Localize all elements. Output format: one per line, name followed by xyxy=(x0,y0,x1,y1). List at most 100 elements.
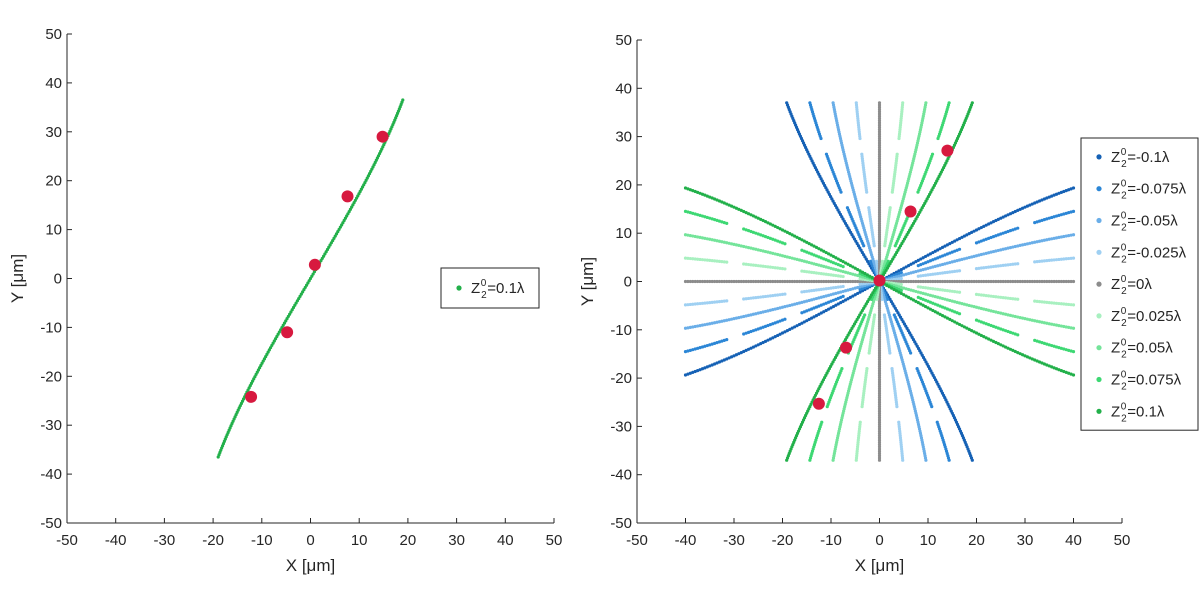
data-point xyxy=(797,258,802,262)
data-point xyxy=(846,279,850,284)
data-point xyxy=(725,241,729,245)
data-point xyxy=(1035,359,1039,363)
data-point xyxy=(688,371,692,375)
data-point xyxy=(739,350,743,355)
data-point xyxy=(877,237,882,241)
data-point xyxy=(1052,323,1056,327)
data-point xyxy=(1006,329,1010,334)
data-point xyxy=(725,357,729,361)
data-point xyxy=(974,318,979,322)
y-tick-label: 40 xyxy=(45,75,62,92)
data-point xyxy=(977,319,981,323)
data-point xyxy=(923,298,928,302)
data-point xyxy=(877,253,882,257)
data-point xyxy=(877,226,882,230)
data-point xyxy=(846,288,850,292)
data-point xyxy=(693,369,697,374)
data-point xyxy=(824,279,828,284)
data-point xyxy=(974,292,979,296)
data-point xyxy=(1037,219,1042,223)
data-point xyxy=(1040,198,1044,202)
data-point xyxy=(902,266,906,270)
data-point xyxy=(759,295,763,299)
legend-item: Z20=-0.05λ xyxy=(1096,211,1178,234)
data-point xyxy=(795,235,799,239)
data-point xyxy=(812,262,816,266)
highlight-marker xyxy=(840,341,853,354)
data-point xyxy=(931,272,935,276)
data-point xyxy=(919,263,923,267)
y-tick-label: 50 xyxy=(615,32,632,49)
data-point xyxy=(1018,352,1022,356)
data-point xyxy=(705,322,709,326)
data-point xyxy=(911,289,916,293)
data-point xyxy=(902,286,906,290)
highlight-marker xyxy=(341,190,354,203)
data-point xyxy=(877,335,882,339)
data-point xyxy=(785,279,789,284)
x-tick-label: -40 xyxy=(105,532,127,549)
legend-swatch xyxy=(1096,408,1102,414)
data-point xyxy=(938,288,942,292)
data-point xyxy=(1033,260,1037,264)
data-point xyxy=(877,337,882,342)
data-point xyxy=(943,306,947,310)
data-point xyxy=(826,293,831,297)
data-point xyxy=(700,236,705,240)
data-point xyxy=(877,112,882,116)
data-point xyxy=(1042,238,1046,242)
legend-swatch xyxy=(1096,281,1102,287)
data-point xyxy=(836,296,840,300)
data-point xyxy=(874,259,879,263)
data-point xyxy=(749,246,753,250)
data-point xyxy=(824,250,828,255)
data-point xyxy=(720,339,724,343)
data-point xyxy=(742,297,746,301)
data-point xyxy=(686,233,690,237)
legend-label: Z20=-0.05λ xyxy=(1111,211,1178,234)
data-point xyxy=(708,195,712,199)
data-point xyxy=(713,259,717,263)
data-point xyxy=(715,279,719,284)
data-point xyxy=(982,335,986,339)
data-point xyxy=(877,230,882,234)
data-point xyxy=(1006,213,1010,217)
data-point xyxy=(853,279,857,284)
data-point xyxy=(877,246,882,250)
data-point xyxy=(957,269,962,273)
data-point xyxy=(754,279,758,284)
data-point xyxy=(984,223,988,227)
data-point xyxy=(788,303,792,308)
data-point xyxy=(957,312,962,316)
data-point xyxy=(999,216,1003,220)
right-scatter-panel: -50 -40 -30 -20 -10 0 10 20 30 40 50 -50 -40 -30 -20 -1… xyxy=(578,32,1199,575)
data-point xyxy=(843,261,848,265)
data-point xyxy=(999,327,1003,331)
data-point xyxy=(773,279,777,284)
x-tick-label: 50 xyxy=(546,532,563,549)
data-point xyxy=(947,101,951,105)
data-point xyxy=(686,279,690,284)
data-point xyxy=(1067,325,1071,329)
data-point xyxy=(848,287,853,292)
data-point xyxy=(812,271,816,275)
data-point xyxy=(1052,215,1056,219)
data-point xyxy=(1037,360,1042,364)
data-point xyxy=(1050,258,1054,262)
data-point xyxy=(1059,235,1063,239)
data-point xyxy=(991,264,996,269)
data-point xyxy=(1064,370,1068,375)
data-point xyxy=(933,257,937,261)
data-point xyxy=(928,293,933,297)
data-point xyxy=(933,249,937,253)
data-point xyxy=(1069,233,1073,237)
data-point xyxy=(1035,339,1039,343)
data-point xyxy=(1047,216,1051,220)
data-point xyxy=(936,256,940,260)
data-point xyxy=(1004,329,1008,333)
data-point xyxy=(773,238,777,242)
data-point xyxy=(921,279,925,284)
legend-item: Z20=0.025λ xyxy=(1096,306,1182,329)
data-point xyxy=(991,339,996,343)
data-point xyxy=(865,273,869,277)
